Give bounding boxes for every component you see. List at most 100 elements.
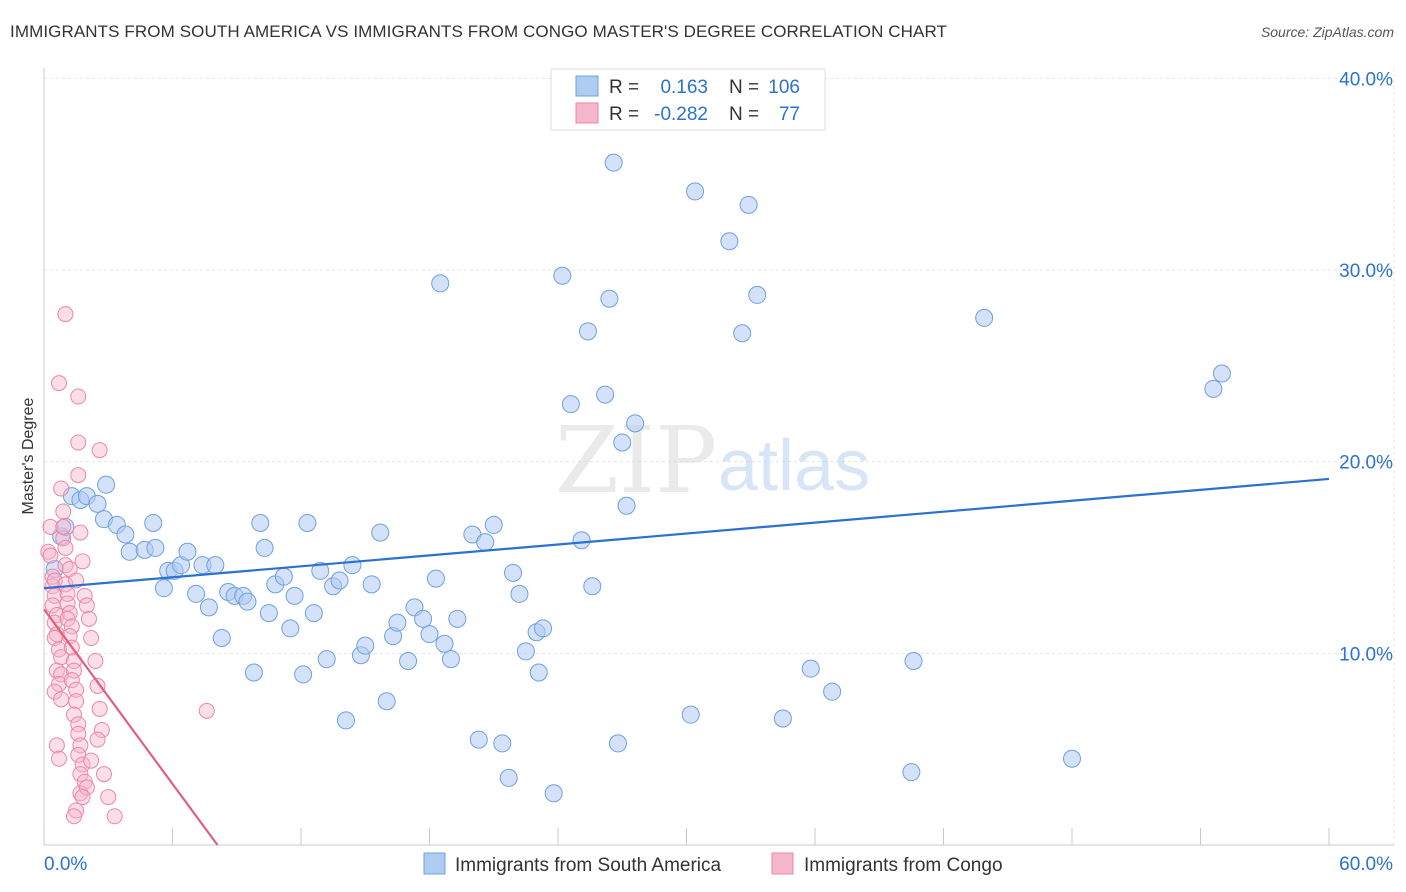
south-america-point-53 (399, 652, 418, 670)
congo-point-53 (72, 524, 89, 541)
south-america-point-98 (975, 308, 994, 327)
south-america-point-28 (238, 592, 257, 611)
south-america-point-44 (336, 711, 355, 730)
south-america-point-66 (499, 768, 518, 787)
south-america-point-70 (529, 663, 548, 682)
south-america-point-56 (420, 625, 439, 644)
south-america-point-83 (617, 496, 636, 515)
y-axis-label: Master's Degree (20, 397, 37, 514)
congo-point-24 (55, 530, 72, 547)
congo-point-58 (83, 630, 100, 646)
congo-point-38 (68, 681, 85, 698)
chart-title: IMMIGRANTS FROM SOUTH AMERICA VS IMMIGRA… (10, 22, 948, 41)
congo-point-64 (83, 752, 100, 769)
south-america-point-40 (311, 561, 330, 580)
south-america-point-47 (356, 636, 375, 655)
south-america-point-30 (251, 514, 270, 532)
south-america-point-91 (739, 195, 758, 214)
south-america-point-100 (1204, 379, 1223, 398)
congo-point-37 (63, 672, 80, 689)
x-tick-label-0: 0.0% (44, 854, 87, 875)
stats-swatch-congo (575, 102, 599, 124)
congo-point-73 (198, 702, 215, 719)
congo-point-43 (72, 737, 89, 754)
y-tick-labels: 10.0% 20.0% 30.0% 40.0% (1339, 69, 1393, 665)
south-america-point-79 (596, 385, 615, 404)
congo-point-51 (70, 434, 87, 451)
south-america-point-19 (178, 542, 197, 561)
south-america-point-81 (608, 734, 627, 753)
south-america-point-22 (199, 598, 218, 617)
south-america-point-32 (259, 604, 278, 623)
stats-n-label-1: N = (729, 104, 759, 125)
series-south-america-points (45, 153, 1231, 803)
congo-point-59 (87, 653, 104, 669)
congo-point-52 (70, 467, 87, 484)
congo-point-2 (42, 547, 59, 564)
x-tick-labels: 0.0% 60.0% (44, 854, 1393, 875)
congo-point-67 (74, 789, 91, 806)
stats-swatch-south-america (575, 75, 599, 97)
series-legend: Immigrants from South America Immigrants… (423, 852, 1003, 876)
congo-point-32 (63, 618, 80, 635)
trend-lines (43, 477, 1330, 846)
congo-point-71 (100, 789, 117, 806)
south-america-point-85 (431, 274, 450, 293)
congo-trend-line (43, 608, 219, 846)
x-tick-label-1: 60.0% (1339, 854, 1393, 875)
south-america-point-38 (298, 514, 317, 532)
congo-point-19 (48, 737, 65, 754)
x-ticks (43, 828, 1330, 845)
south-america-point-82 (613, 433, 632, 452)
congo-point-31 (59, 610, 76, 627)
south-america-point-80 (600, 289, 619, 308)
south-america-point-86 (604, 153, 623, 172)
congo-point-18 (53, 691, 70, 708)
legend-label-south-america: Immigrants from South America (455, 855, 722, 876)
south-america-point-95 (823, 682, 842, 701)
south-america-point-23 (206, 556, 225, 575)
south-america-point-90 (733, 324, 752, 343)
south-america-point-35 (281, 619, 300, 638)
congo-point-39 (68, 693, 85, 710)
congo-point-56 (78, 597, 95, 614)
south-america-point-69 (516, 642, 535, 661)
stats-n-value-0: 106 (768, 77, 800, 98)
south-america-point-99 (1063, 749, 1081, 768)
south-america-point-45 (343, 556, 362, 575)
south-america-point-43 (330, 571, 349, 590)
south-america-point-67 (504, 563, 523, 582)
y-tick-label-3: 40.0% (1339, 69, 1393, 90)
south-america-point-76 (572, 531, 591, 550)
south-america-point-37 (294, 665, 313, 684)
legend-label-congo: Immigrants from Congo (804, 855, 1003, 876)
legend-swatch-south-america (423, 852, 446, 875)
south-america-point-75 (561, 395, 580, 414)
stats-n-value-1: 77 (779, 104, 800, 125)
congo-point-55 (76, 587, 93, 604)
stats-n-label-0: N = (729, 77, 759, 98)
congo-point-20 (50, 750, 67, 767)
south-america-point-11 (120, 542, 139, 561)
y-tick-label-1: 20.0% (1339, 453, 1393, 474)
congo-point-72 (106, 808, 123, 825)
south-america-point-62 (469, 730, 488, 749)
congo-point-16 (50, 676, 67, 692)
south-america-point-93 (773, 709, 792, 728)
south-america-point-87 (686, 182, 705, 201)
south-america-point-97 (904, 652, 923, 670)
south-america-point-55 (414, 609, 433, 628)
south-america-point-31 (255, 538, 274, 557)
congo-point-50 (57, 306, 74, 323)
congo-point-25 (57, 539, 74, 556)
south-america-point-14 (146, 538, 165, 557)
south-america-point-34 (274, 567, 293, 586)
south-america-point-60 (448, 609, 467, 628)
legend-swatch-congo (771, 852, 794, 875)
south-america-point-24 (212, 629, 231, 647)
stats-legend: R = 0.163 N = 106 R = -0.282 N = 77 (550, 68, 826, 131)
south-america-point-84 (626, 414, 645, 433)
congo-point-74 (55, 518, 72, 535)
congo-point-27 (57, 576, 74, 593)
